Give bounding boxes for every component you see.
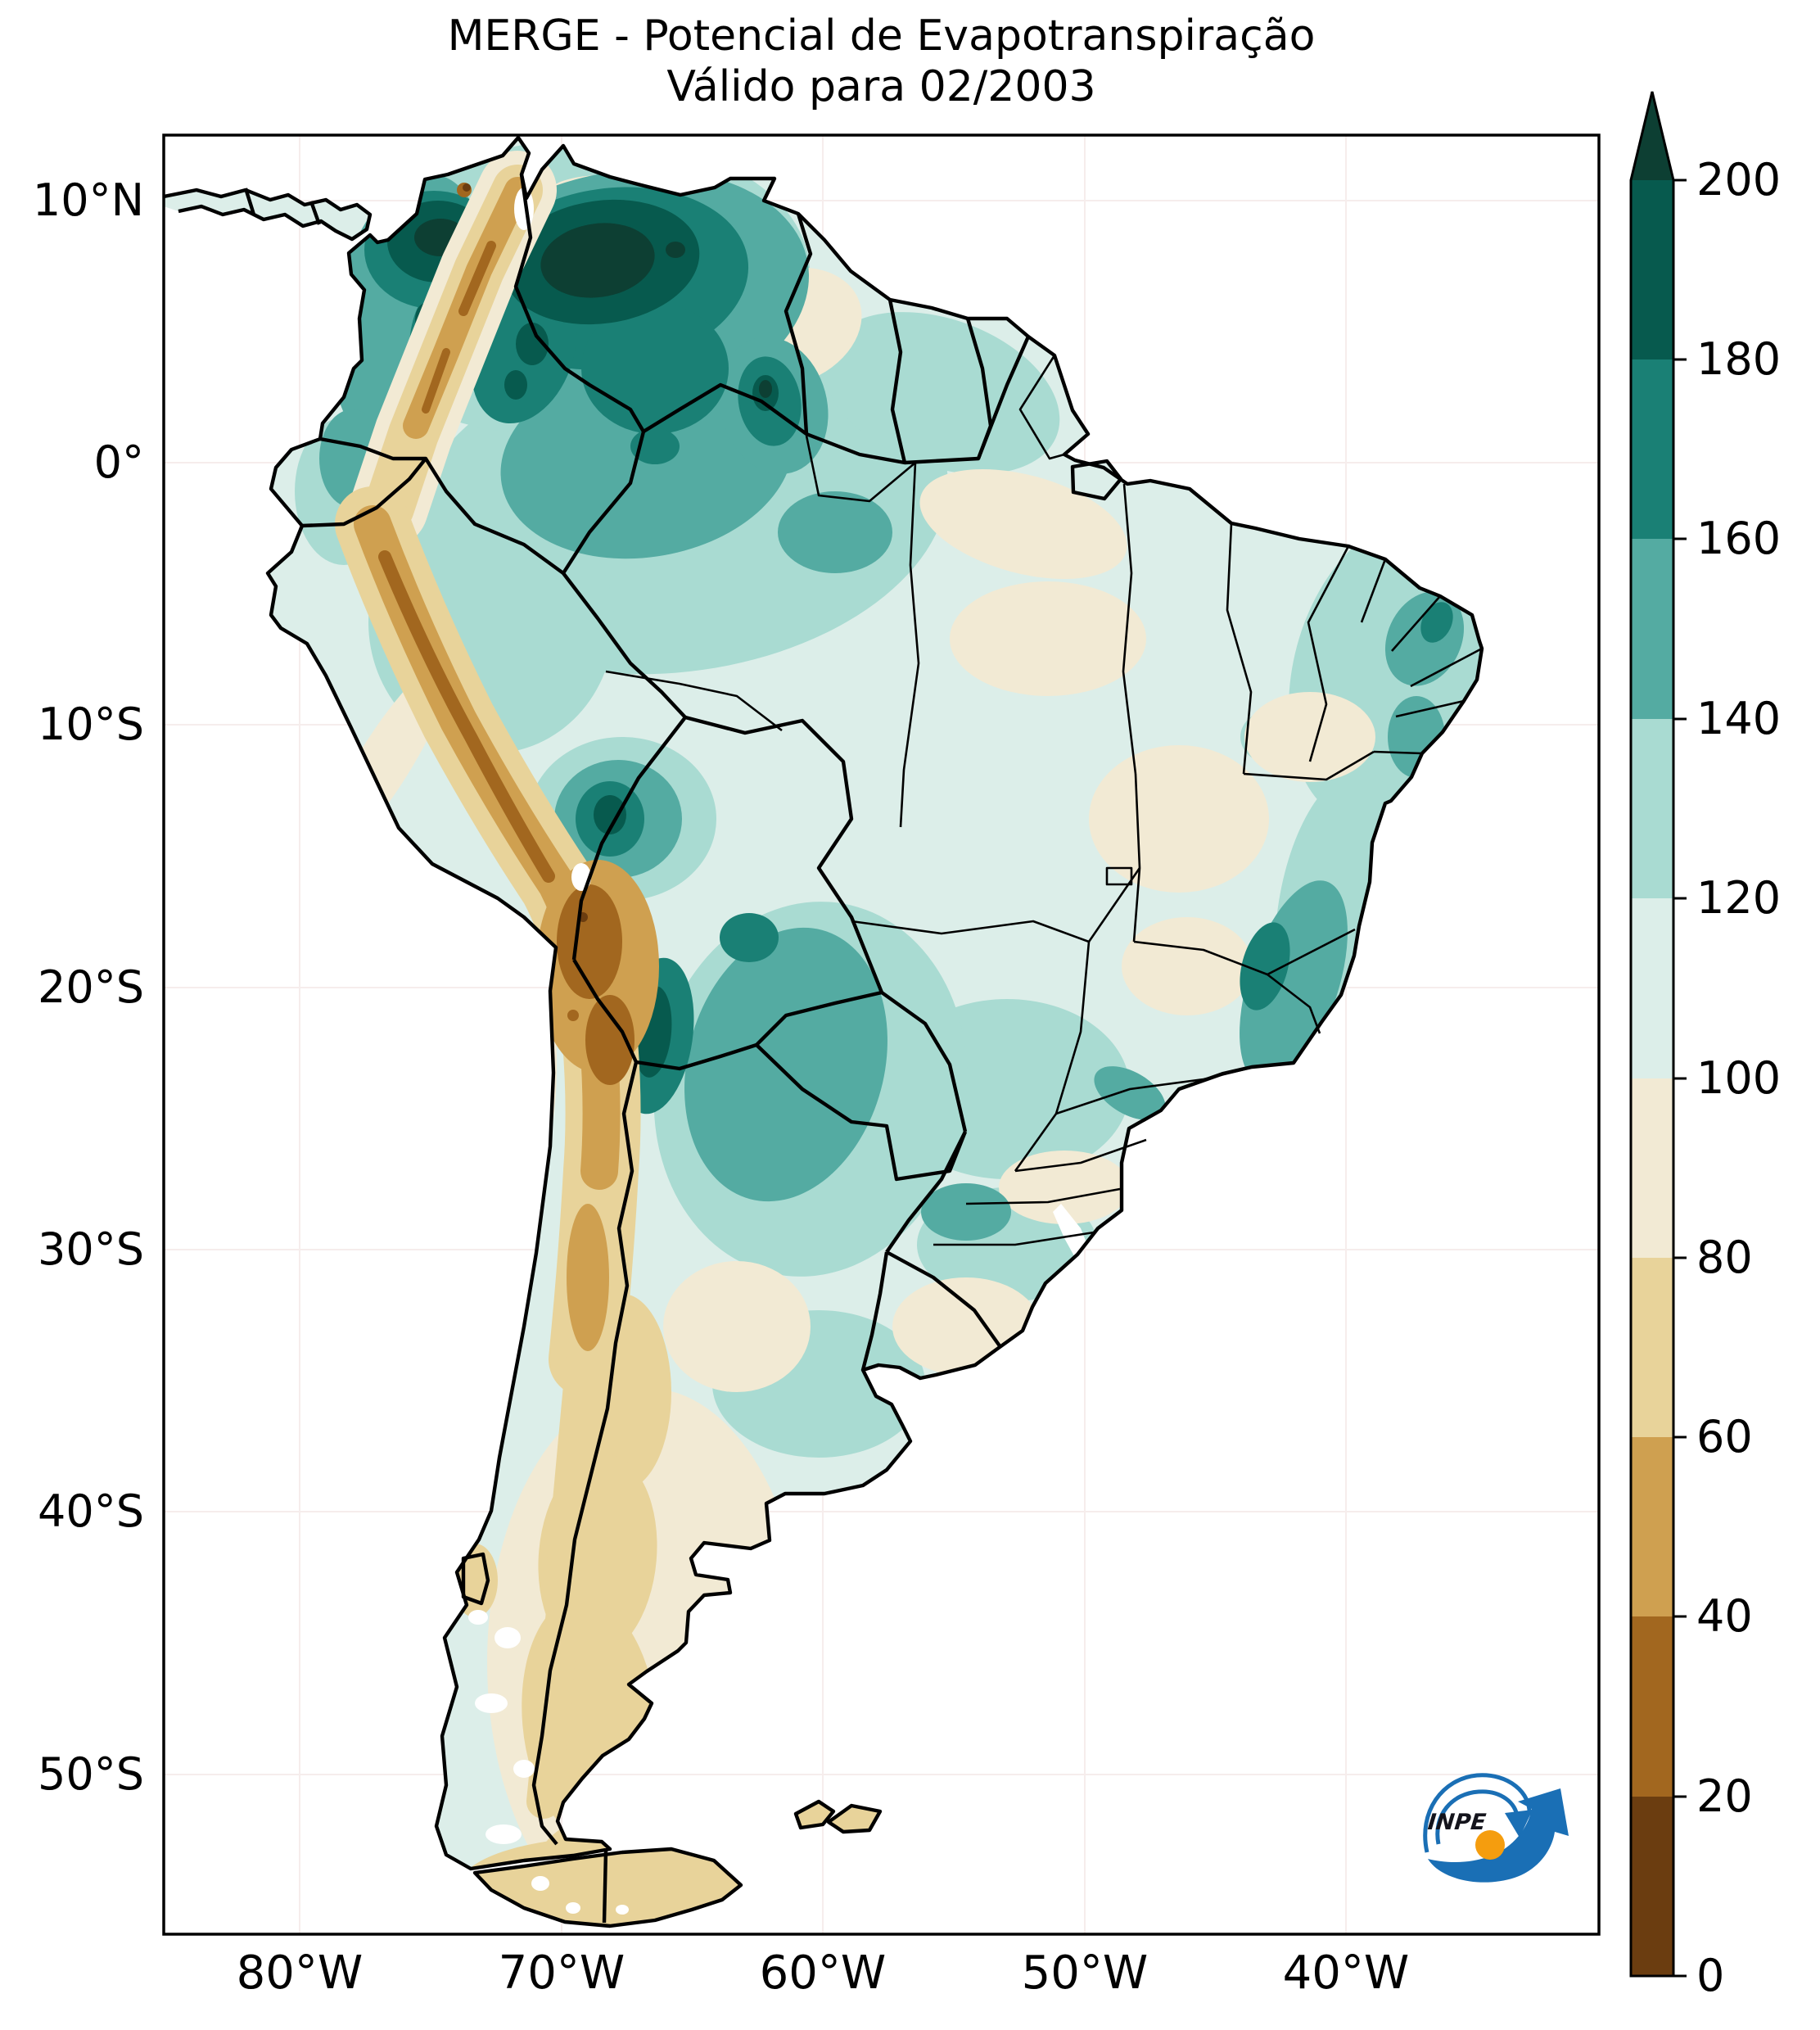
colorbar-segment: [1631, 719, 1673, 898]
colorbar-segment: [1631, 180, 1673, 359]
lat-tick-10S: 10°S: [38, 699, 144, 750]
lat-tick-50S: 50°S: [38, 1748, 144, 1800]
lat-tick-30S: 30°S: [38, 1223, 144, 1275]
colorbar-segment: [1631, 359, 1673, 539]
lat-tick-40S: 40°S: [38, 1485, 144, 1537]
colorbar-segment: [1631, 898, 1673, 1078]
lon-tick-60W: 60°W: [759, 1946, 887, 2000]
cbar-tick-140: 140: [1696, 693, 1782, 744]
cbar-tick-180: 180: [1696, 333, 1782, 385]
inpe-logo: [1423, 1773, 1569, 1883]
colorbar-segment: [1631, 539, 1673, 719]
colorbar-extend-arrow: [1631, 92, 1673, 180]
colorbar-outline: [1629, 91, 1675, 1978]
cbar-tick-100: 100: [1696, 1052, 1782, 1104]
logo-down-arrowhead: [1505, 1810, 1533, 1838]
state-borders: [605, 355, 1483, 1246]
cbar-tick-40: 40: [1696, 1590, 1753, 1642]
country-borders: [243, 174, 1031, 1924]
inpe-logo-text: INPE: [1426, 1810, 1488, 1835]
axes-frame: [162, 133, 1601, 1936]
colorbar: [1629, 91, 1687, 1978]
colorbar-segment: [1631, 1258, 1673, 1437]
evapotranspiration-field: [164, 138, 1482, 1926]
cbar-tick-160: 160: [1696, 513, 1782, 564]
colorbar-segment: [1631, 1797, 1673, 1976]
lat-tick-10N: 10°N: [32, 174, 144, 226]
colorbar-segment: [1631, 1616, 1673, 1797]
logo-orange-ball: [1475, 1830, 1505, 1860]
colorbar-ticks: [1673, 179, 1687, 1978]
lon-tick-50W: 50°W: [1021, 1946, 1149, 2000]
lon-tick-40W: 40°W: [1282, 1946, 1410, 2000]
cbar-tick-80: 80: [1696, 1232, 1753, 1283]
cbar-tick-0: 0: [1696, 1950, 1725, 2001]
logo-big-arrow: [1428, 1788, 1569, 1883]
colorbar-segment: [1631, 1437, 1673, 1616]
lat-tick-20S: 20°S: [38, 961, 144, 1013]
lon-tick-80W: 80°W: [236, 1946, 364, 2000]
cbar-tick-120: 120: [1696, 872, 1782, 924]
cbar-tick-60: 60: [1696, 1411, 1753, 1463]
cbar-tick-200: 200: [1696, 154, 1782, 206]
cbar-tick-20: 20: [1696, 1770, 1753, 1822]
coastlines: [163, 135, 1484, 1928]
plot-subtitle: Válido para 02/2003: [666, 62, 1096, 111]
colorbar-segment: [1631, 1078, 1673, 1258]
plot-title: MERGE - Potencial de Evapotranspiração: [447, 11, 1316, 61]
lon-tick-70W: 70°W: [498, 1946, 625, 2000]
logo-inner-swirl: [1435, 1789, 1520, 1845]
lat-tick-0: 0°: [93, 436, 144, 488]
logo-outer-swirl: [1423, 1773, 1532, 1853]
